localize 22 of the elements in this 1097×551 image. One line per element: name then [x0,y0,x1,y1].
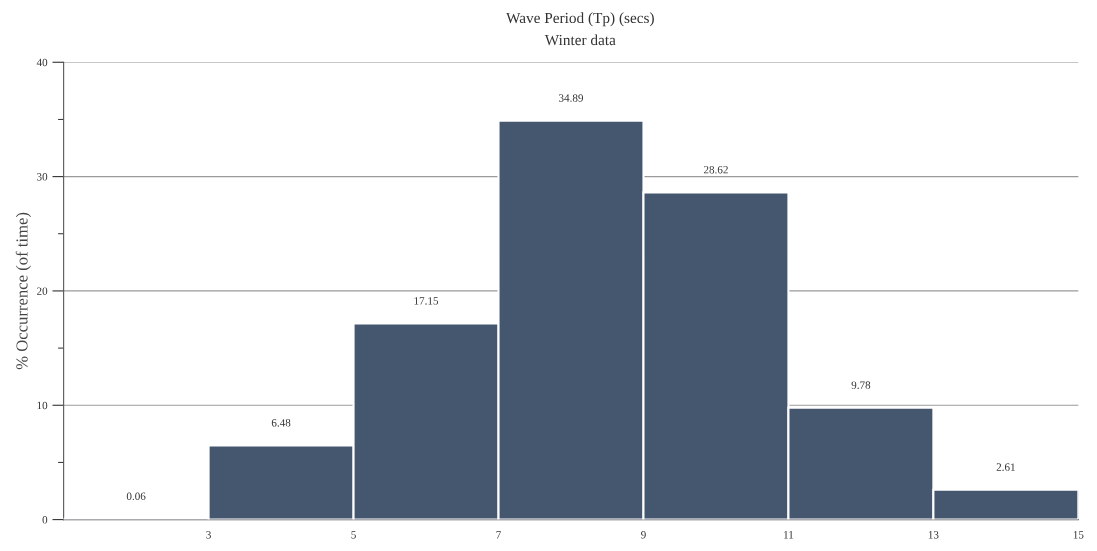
y-tick-label: 30 [37,173,48,181]
data-label: 6.48 [271,419,291,427]
x-tick-label: 3 [206,531,211,539]
data-label: 9.78 [851,381,871,389]
x-tick-label: 13 [928,531,939,539]
chart-subtitle: Winter data [544,34,616,46]
y-tick-label: 40 [36,58,48,67]
x-tick-label: 11 [784,531,794,539]
y-axis-title: % Occurrence (of time) [15,212,31,370]
y-tick-label: 10 [37,401,48,410]
data-label: 2.61 [996,463,1015,471]
data-label: 17.15 [414,297,439,305]
y-tick-label: 20 [37,287,48,295]
data-label: 28.62 [703,165,728,174]
y-tick-label: 0 [42,516,48,524]
x-tick-label: 9 [641,531,646,539]
chart-title: Wave Period (Tp) (secs) [506,12,654,27]
data-label: 34.89 [559,94,584,102]
data-label: 0.06 [126,492,146,501]
x-tick-label: 5 [351,531,356,539]
x-tick-label: 15 [1073,531,1084,539]
x-tick-label: 7 [496,531,501,539]
